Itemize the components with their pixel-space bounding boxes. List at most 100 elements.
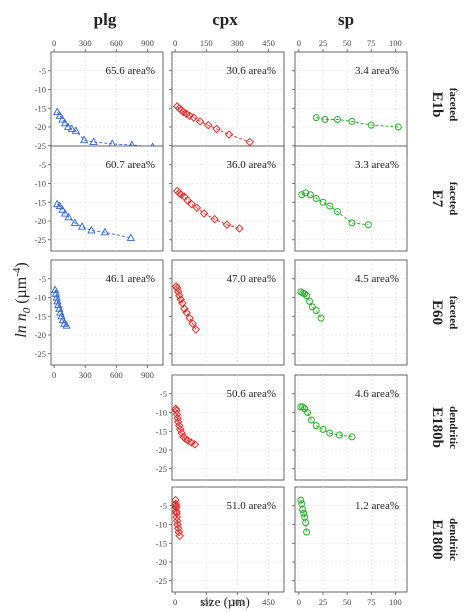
data-point <box>64 212 73 221</box>
data-point <box>300 509 308 517</box>
data-point <box>175 291 184 300</box>
y-tick-label: -10 <box>35 179 46 189</box>
data-point <box>172 406 181 415</box>
data-point <box>334 116 341 123</box>
panel-frame <box>50 259 164 366</box>
y-tick-label: -10 <box>156 520 167 530</box>
data-point <box>77 222 87 230</box>
data-point <box>172 410 182 419</box>
y-tick-label: -20 <box>35 122 46 132</box>
y-tick-label: -5 <box>39 274 46 284</box>
x-tick-label-bottom: 300 <box>231 597 244 607</box>
data-point <box>171 501 181 510</box>
column-header-plg: plg <box>94 10 117 29</box>
data-point <box>100 227 110 236</box>
data-point <box>51 289 61 297</box>
data-point <box>348 117 356 125</box>
data-point <box>335 431 343 439</box>
data-point <box>297 288 305 296</box>
x-tick-label-bottom: 0 <box>52 370 56 380</box>
data-point <box>126 233 136 241</box>
data-point <box>172 512 182 522</box>
data-point <box>174 527 184 537</box>
data-point <box>312 195 320 202</box>
data-point <box>301 290 309 298</box>
y-tick-label: -10 <box>156 408 167 418</box>
area-percent-label: 1.2 area% <box>355 500 399 512</box>
data-point <box>302 519 310 527</box>
data-point <box>326 202 334 210</box>
x-tick-label-bottom: 50 <box>343 597 352 607</box>
x-tick-label-top: 900 <box>141 38 154 48</box>
y-axis-label-subscript: 0 <box>21 307 33 313</box>
panel-frame <box>294 51 408 158</box>
data-point <box>63 122 73 131</box>
data-point <box>53 107 62 116</box>
data-point <box>176 425 185 434</box>
data-point <box>89 137 98 146</box>
series-line <box>301 192 369 226</box>
x-tick-label-top: 50 <box>343 38 352 48</box>
x-tick-label-top: 600 <box>110 38 123 48</box>
x-tick-label-bottom: 900 <box>141 370 154 380</box>
data-point <box>367 121 375 129</box>
data-point <box>171 503 181 512</box>
data-point <box>175 421 184 430</box>
x-tick-label-bottom: 25 <box>319 597 328 607</box>
area-percent-label: 3.4 area% <box>355 65 399 77</box>
data-point <box>173 520 182 529</box>
row-label-E180b: E180b <box>429 407 445 448</box>
data-point <box>195 117 205 126</box>
panel-r4-c1: -5 -10 -15 -20 -25 0 150 300 450 51.0 area% <box>156 486 285 607</box>
row-sublabel: faceted <box>447 88 459 122</box>
y-tick-label: -15 <box>35 197 46 207</box>
data-point <box>312 422 320 430</box>
y-tick-label: -25 <box>156 576 167 586</box>
data-point <box>171 499 180 509</box>
area-percent-label: 3.3 area% <box>355 159 399 171</box>
panel-r0-c1: 0 150 300 450 30.6 area% <box>169 38 285 158</box>
x-tick-label-bottom: 0 <box>297 597 301 607</box>
data-point <box>180 304 189 313</box>
panel-r2-c0: -5 -10 -15 -20 -25 0 300 600 900 46.1 area% <box>35 259 164 380</box>
data-point <box>55 201 64 210</box>
row-label-E60: E60 <box>429 300 445 325</box>
data-point <box>173 413 182 423</box>
panel-r1-c0: -5 -10 -15 -20 -25 60.7 area% <box>35 145 164 252</box>
y-axis-label-main: ln n <box>13 313 30 337</box>
data-point <box>319 425 327 433</box>
data-point <box>199 209 209 218</box>
area-percent-label: 4.5 area% <box>355 273 399 285</box>
panel-frame <box>171 486 285 593</box>
data-point <box>204 120 213 130</box>
y-axis-label-unit: (µm <box>13 276 30 308</box>
x-tick-label-bottom: 0 <box>173 597 177 607</box>
panel-frame <box>50 145 164 252</box>
series-line <box>300 406 353 438</box>
data-point <box>321 116 329 123</box>
data-point <box>175 531 184 540</box>
data-point <box>50 285 60 294</box>
data-point <box>87 225 96 234</box>
x-tick-label-bottom: 300 <box>79 370 92 380</box>
row-label-E7: E7 <box>429 190 445 208</box>
data-point <box>173 417 183 427</box>
data-point <box>71 126 81 134</box>
data-point <box>304 409 312 416</box>
data-point <box>173 287 183 297</box>
data-point <box>172 283 182 293</box>
data-point <box>235 224 244 233</box>
y-tick-label: -5 <box>160 389 167 399</box>
data-point <box>222 220 232 229</box>
x-tick-label-top: 150 <box>200 38 213 48</box>
area-percent-label: 60.7 area% <box>106 159 155 171</box>
panel-r2-c2: 4.5 area% <box>292 259 408 366</box>
data-point <box>191 325 201 334</box>
data-point <box>189 113 199 122</box>
y-tick-label: -25 <box>35 349 46 359</box>
y-tick-label: -10 <box>35 293 46 303</box>
y-tick-label: -25 <box>156 464 167 474</box>
y-axis-label-unit-close: ) <box>13 262 30 267</box>
data-point <box>58 114 67 123</box>
